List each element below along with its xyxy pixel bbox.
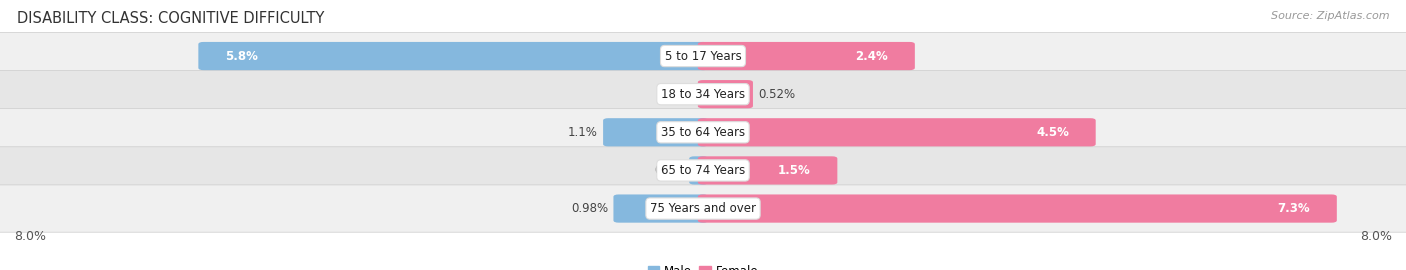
Text: 75 Years and over: 75 Years and over	[650, 202, 756, 215]
FancyBboxPatch shape	[0, 70, 1406, 118]
Text: 0.52%: 0.52%	[758, 88, 796, 101]
FancyBboxPatch shape	[603, 118, 709, 146]
Legend: Male, Female: Male, Female	[643, 260, 763, 270]
FancyBboxPatch shape	[697, 194, 1337, 223]
Text: 35 to 64 Years: 35 to 64 Years	[661, 126, 745, 139]
Text: 5 to 17 Years: 5 to 17 Years	[665, 49, 741, 63]
Text: 0.0%: 0.0%	[664, 88, 693, 101]
FancyBboxPatch shape	[198, 42, 709, 70]
FancyBboxPatch shape	[697, 42, 915, 70]
Text: Source: ZipAtlas.com: Source: ZipAtlas.com	[1271, 11, 1389, 21]
Text: DISABILITY CLASS: COGNITIVE DIFFICULTY: DISABILITY CLASS: COGNITIVE DIFFICULTY	[17, 11, 325, 26]
Text: 0.98%: 0.98%	[571, 202, 609, 215]
FancyBboxPatch shape	[697, 80, 754, 108]
Text: 8.0%: 8.0%	[1360, 230, 1392, 243]
Text: 1.1%: 1.1%	[568, 126, 598, 139]
FancyBboxPatch shape	[0, 109, 1406, 156]
FancyBboxPatch shape	[613, 194, 709, 223]
Text: 0.1%: 0.1%	[654, 164, 685, 177]
Text: 65 to 74 Years: 65 to 74 Years	[661, 164, 745, 177]
Text: 4.5%: 4.5%	[1036, 126, 1069, 139]
FancyBboxPatch shape	[0, 147, 1406, 194]
Text: 18 to 34 Years: 18 to 34 Years	[661, 88, 745, 101]
FancyBboxPatch shape	[689, 156, 709, 184]
Text: 1.5%: 1.5%	[778, 164, 811, 177]
Text: 5.8%: 5.8%	[225, 49, 257, 63]
Text: 7.3%: 7.3%	[1278, 202, 1310, 215]
FancyBboxPatch shape	[697, 156, 838, 184]
FancyBboxPatch shape	[0, 185, 1406, 232]
FancyBboxPatch shape	[0, 32, 1406, 80]
Text: 8.0%: 8.0%	[14, 230, 46, 243]
FancyBboxPatch shape	[697, 118, 1095, 146]
Text: 2.4%: 2.4%	[855, 49, 889, 63]
